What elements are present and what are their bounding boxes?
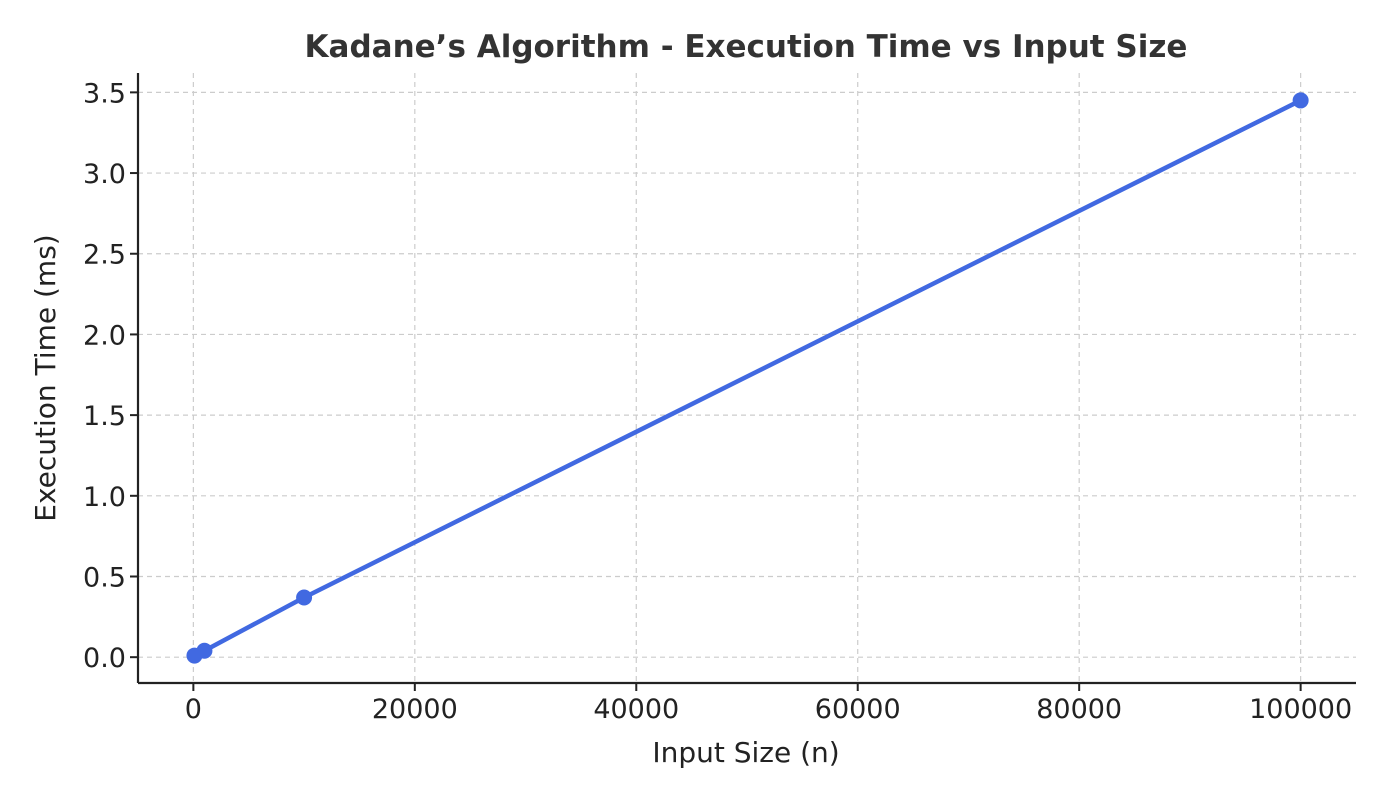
y-tick-label: 0.5 <box>83 562 126 593</box>
grid-lines <box>138 73 1356 683</box>
y-tick-label: 1.0 <box>83 482 126 513</box>
y-tick-label: 2.0 <box>83 320 126 351</box>
y-tick-label: 2.5 <box>83 240 126 271</box>
x-tick-label: 100000 <box>1249 694 1352 725</box>
x-tick-label: 60000 <box>815 694 901 725</box>
chart-title: Kadane’s Algorithm - Execution Time vs I… <box>305 29 1188 65</box>
y-tick-label: 0.0 <box>83 643 126 674</box>
x-tick-label: 0 <box>185 694 202 725</box>
data-point <box>196 642 213 659</box>
x-tick-label: 80000 <box>1036 694 1122 725</box>
y-tick-label: 3.5 <box>83 78 126 109</box>
y-tick-label: 1.5 <box>83 401 126 432</box>
y-axis-label: Execution Time (ms) <box>29 234 62 521</box>
x-axis-label: Input Size (n) <box>652 736 839 769</box>
data-point <box>1292 92 1309 109</box>
x-tick-label: 40000 <box>593 694 679 725</box>
series-line <box>192 98 1303 658</box>
y-tick-label: 3.0 <box>83 159 126 190</box>
axes <box>136 73 1356 685</box>
x-axis-ticks: 0 20000 40000 60000 80000 100000 <box>185 683 1352 725</box>
x-tick-label: 20000 <box>372 694 458 725</box>
data-point <box>296 589 313 606</box>
data-series <box>186 92 1309 664</box>
y-axis-ticks: 0.0 0.5 1.0 1.5 2.0 2.5 3.0 3.5 <box>83 78 138 674</box>
